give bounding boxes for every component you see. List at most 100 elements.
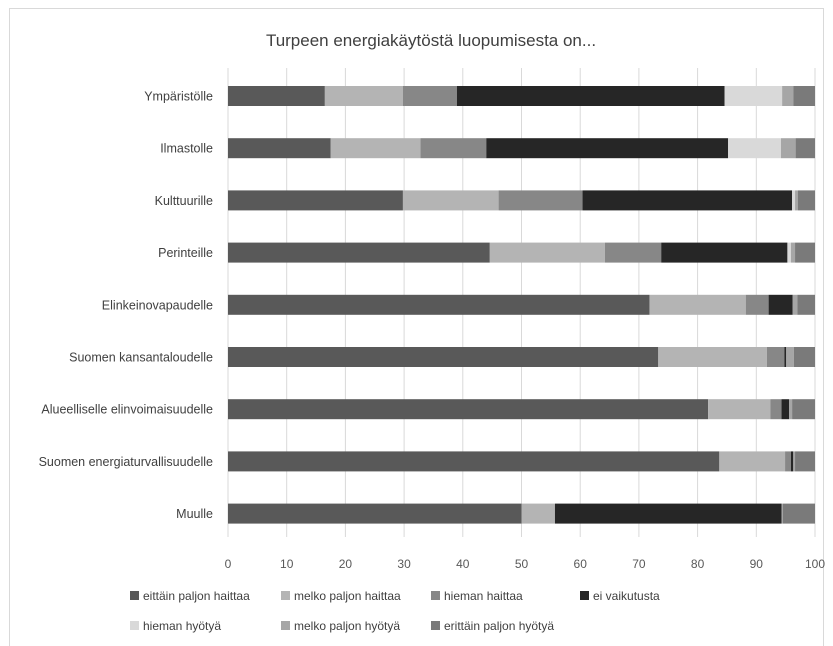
bar-segment bbox=[228, 242, 490, 263]
bar-segment bbox=[228, 347, 659, 367]
bar-segment bbox=[797, 294, 815, 315]
bar-segment bbox=[604, 242, 662, 263]
bar-segment bbox=[489, 242, 605, 263]
bar-segment bbox=[792, 190, 796, 211]
bar-segment bbox=[661, 242, 788, 263]
legend-label: melko paljon haittaa bbox=[294, 589, 401, 603]
bar-segment bbox=[724, 86, 783, 106]
bar-segment bbox=[789, 399, 793, 420]
bar-segment bbox=[498, 190, 583, 211]
bar-segment bbox=[793, 86, 815, 106]
legend-label: hieman haittaa bbox=[444, 589, 523, 603]
bar-segment bbox=[766, 347, 785, 367]
bar-segment bbox=[456, 86, 725, 106]
bar-segment bbox=[324, 86, 403, 106]
legend-item: melko paljon hyötyä bbox=[281, 619, 400, 633]
legend-item: melko paljon haittaa bbox=[281, 589, 401, 603]
x-tick-label: 10 bbox=[280, 557, 294, 571]
x-tick-label: 40 bbox=[456, 557, 470, 571]
bars bbox=[228, 86, 815, 524]
bar-segment bbox=[402, 190, 499, 211]
x-tick-label: 90 bbox=[750, 557, 764, 571]
bar-row bbox=[228, 347, 815, 367]
bar-segment bbox=[745, 294, 769, 315]
bar-segment bbox=[793, 347, 815, 367]
x-tick-label: 0 bbox=[225, 557, 232, 571]
bar-segment bbox=[228, 503, 522, 524]
bar-segment bbox=[330, 138, 421, 159]
legend-item: hieman haittaa bbox=[431, 589, 523, 603]
bar-segment bbox=[782, 86, 794, 106]
bar-segment bbox=[793, 451, 796, 472]
x-tick-label: 30 bbox=[397, 557, 411, 571]
bar-segment bbox=[768, 294, 793, 315]
bar-segment bbox=[795, 138, 815, 159]
bar-row bbox=[228, 86, 815, 106]
category-label: Ilmastolle bbox=[160, 142, 213, 156]
bar-segment bbox=[797, 190, 815, 211]
bar-segment bbox=[780, 138, 796, 159]
x-tick-labels: 0 10 20 30 40 50 60 70 80 90 100 bbox=[225, 557, 826, 571]
category-label: Alueelliselle elinvoimaisuudelle bbox=[41, 403, 213, 417]
legend-item: hieman hyötyä bbox=[130, 619, 221, 633]
legend-swatch bbox=[580, 591, 589, 600]
bar-segment bbox=[486, 138, 729, 159]
bar-segment bbox=[787, 242, 791, 263]
bar-segment bbox=[728, 138, 781, 159]
bar-segment bbox=[228, 451, 720, 472]
bar-segment bbox=[402, 86, 457, 106]
bar-segment bbox=[228, 190, 403, 211]
bar-row bbox=[228, 503, 815, 524]
bar-segment bbox=[784, 347, 787, 367]
legend-swatch bbox=[281, 621, 290, 630]
bar-row bbox=[228, 138, 815, 159]
legend-swatch bbox=[431, 591, 440, 600]
bar-row bbox=[228, 451, 815, 472]
legend-label: melko paljon hyötyä bbox=[294, 619, 400, 633]
bar-segment bbox=[790, 451, 794, 472]
x-tick-label: 100 bbox=[805, 557, 825, 571]
bar-row bbox=[228, 242, 815, 263]
category-label: Perinteille bbox=[158, 246, 213, 260]
legend-item: erittäin paljon hyötyä bbox=[431, 619, 554, 633]
bar-segment bbox=[521, 503, 555, 524]
bar-segment bbox=[770, 399, 782, 420]
bar-segment bbox=[708, 399, 771, 420]
legend-swatch bbox=[281, 591, 290, 600]
legend-swatch bbox=[130, 591, 139, 600]
category-label: Muulle bbox=[176, 507, 213, 521]
category-label: Kulttuurille bbox=[155, 194, 213, 208]
bar-segment bbox=[786, 347, 794, 367]
legend-label: hieman hyötyä bbox=[143, 619, 221, 633]
legend-swatch bbox=[130, 621, 139, 630]
bar-segment bbox=[228, 86, 325, 106]
bar-segment bbox=[719, 451, 786, 472]
bar-segment bbox=[228, 294, 650, 315]
x-tick-label: 20 bbox=[339, 557, 353, 571]
x-tick-label: 50 bbox=[515, 557, 529, 571]
bar-segment bbox=[795, 190, 798, 211]
x-tick-label: 60 bbox=[574, 557, 588, 571]
bar-segment bbox=[554, 503, 782, 524]
x-tick-label: 70 bbox=[632, 557, 646, 571]
bar-row bbox=[228, 190, 815, 211]
legend-label: erittäin paljon hyötyä bbox=[444, 619, 554, 633]
x-tick-label: 80 bbox=[691, 557, 705, 571]
bar-segment bbox=[795, 242, 815, 263]
bar-segment bbox=[781, 503, 783, 524]
legend-item: ei vaikutusta bbox=[580, 589, 660, 603]
bar-segment bbox=[782, 503, 815, 524]
legend: eittäin paljon haittaa melko paljon haitt… bbox=[130, 589, 660, 633]
legend-swatch bbox=[431, 621, 440, 630]
bar-segment bbox=[582, 190, 793, 211]
category-label: Ympäristölle bbox=[144, 90, 213, 104]
bar-segment bbox=[785, 451, 791, 472]
category-label: Elinkeinovapaudelle bbox=[102, 298, 213, 312]
bar-segment bbox=[781, 399, 790, 420]
legend-label: ei vaikutusta bbox=[593, 589, 660, 603]
category-labels: Ympäristölle Ilmastolle Kulttuurille Perint… bbox=[39, 90, 213, 522]
bar-row bbox=[228, 294, 815, 315]
chart-title: Turpeen energiakäytöstä luopumisesta on.… bbox=[266, 31, 596, 50]
